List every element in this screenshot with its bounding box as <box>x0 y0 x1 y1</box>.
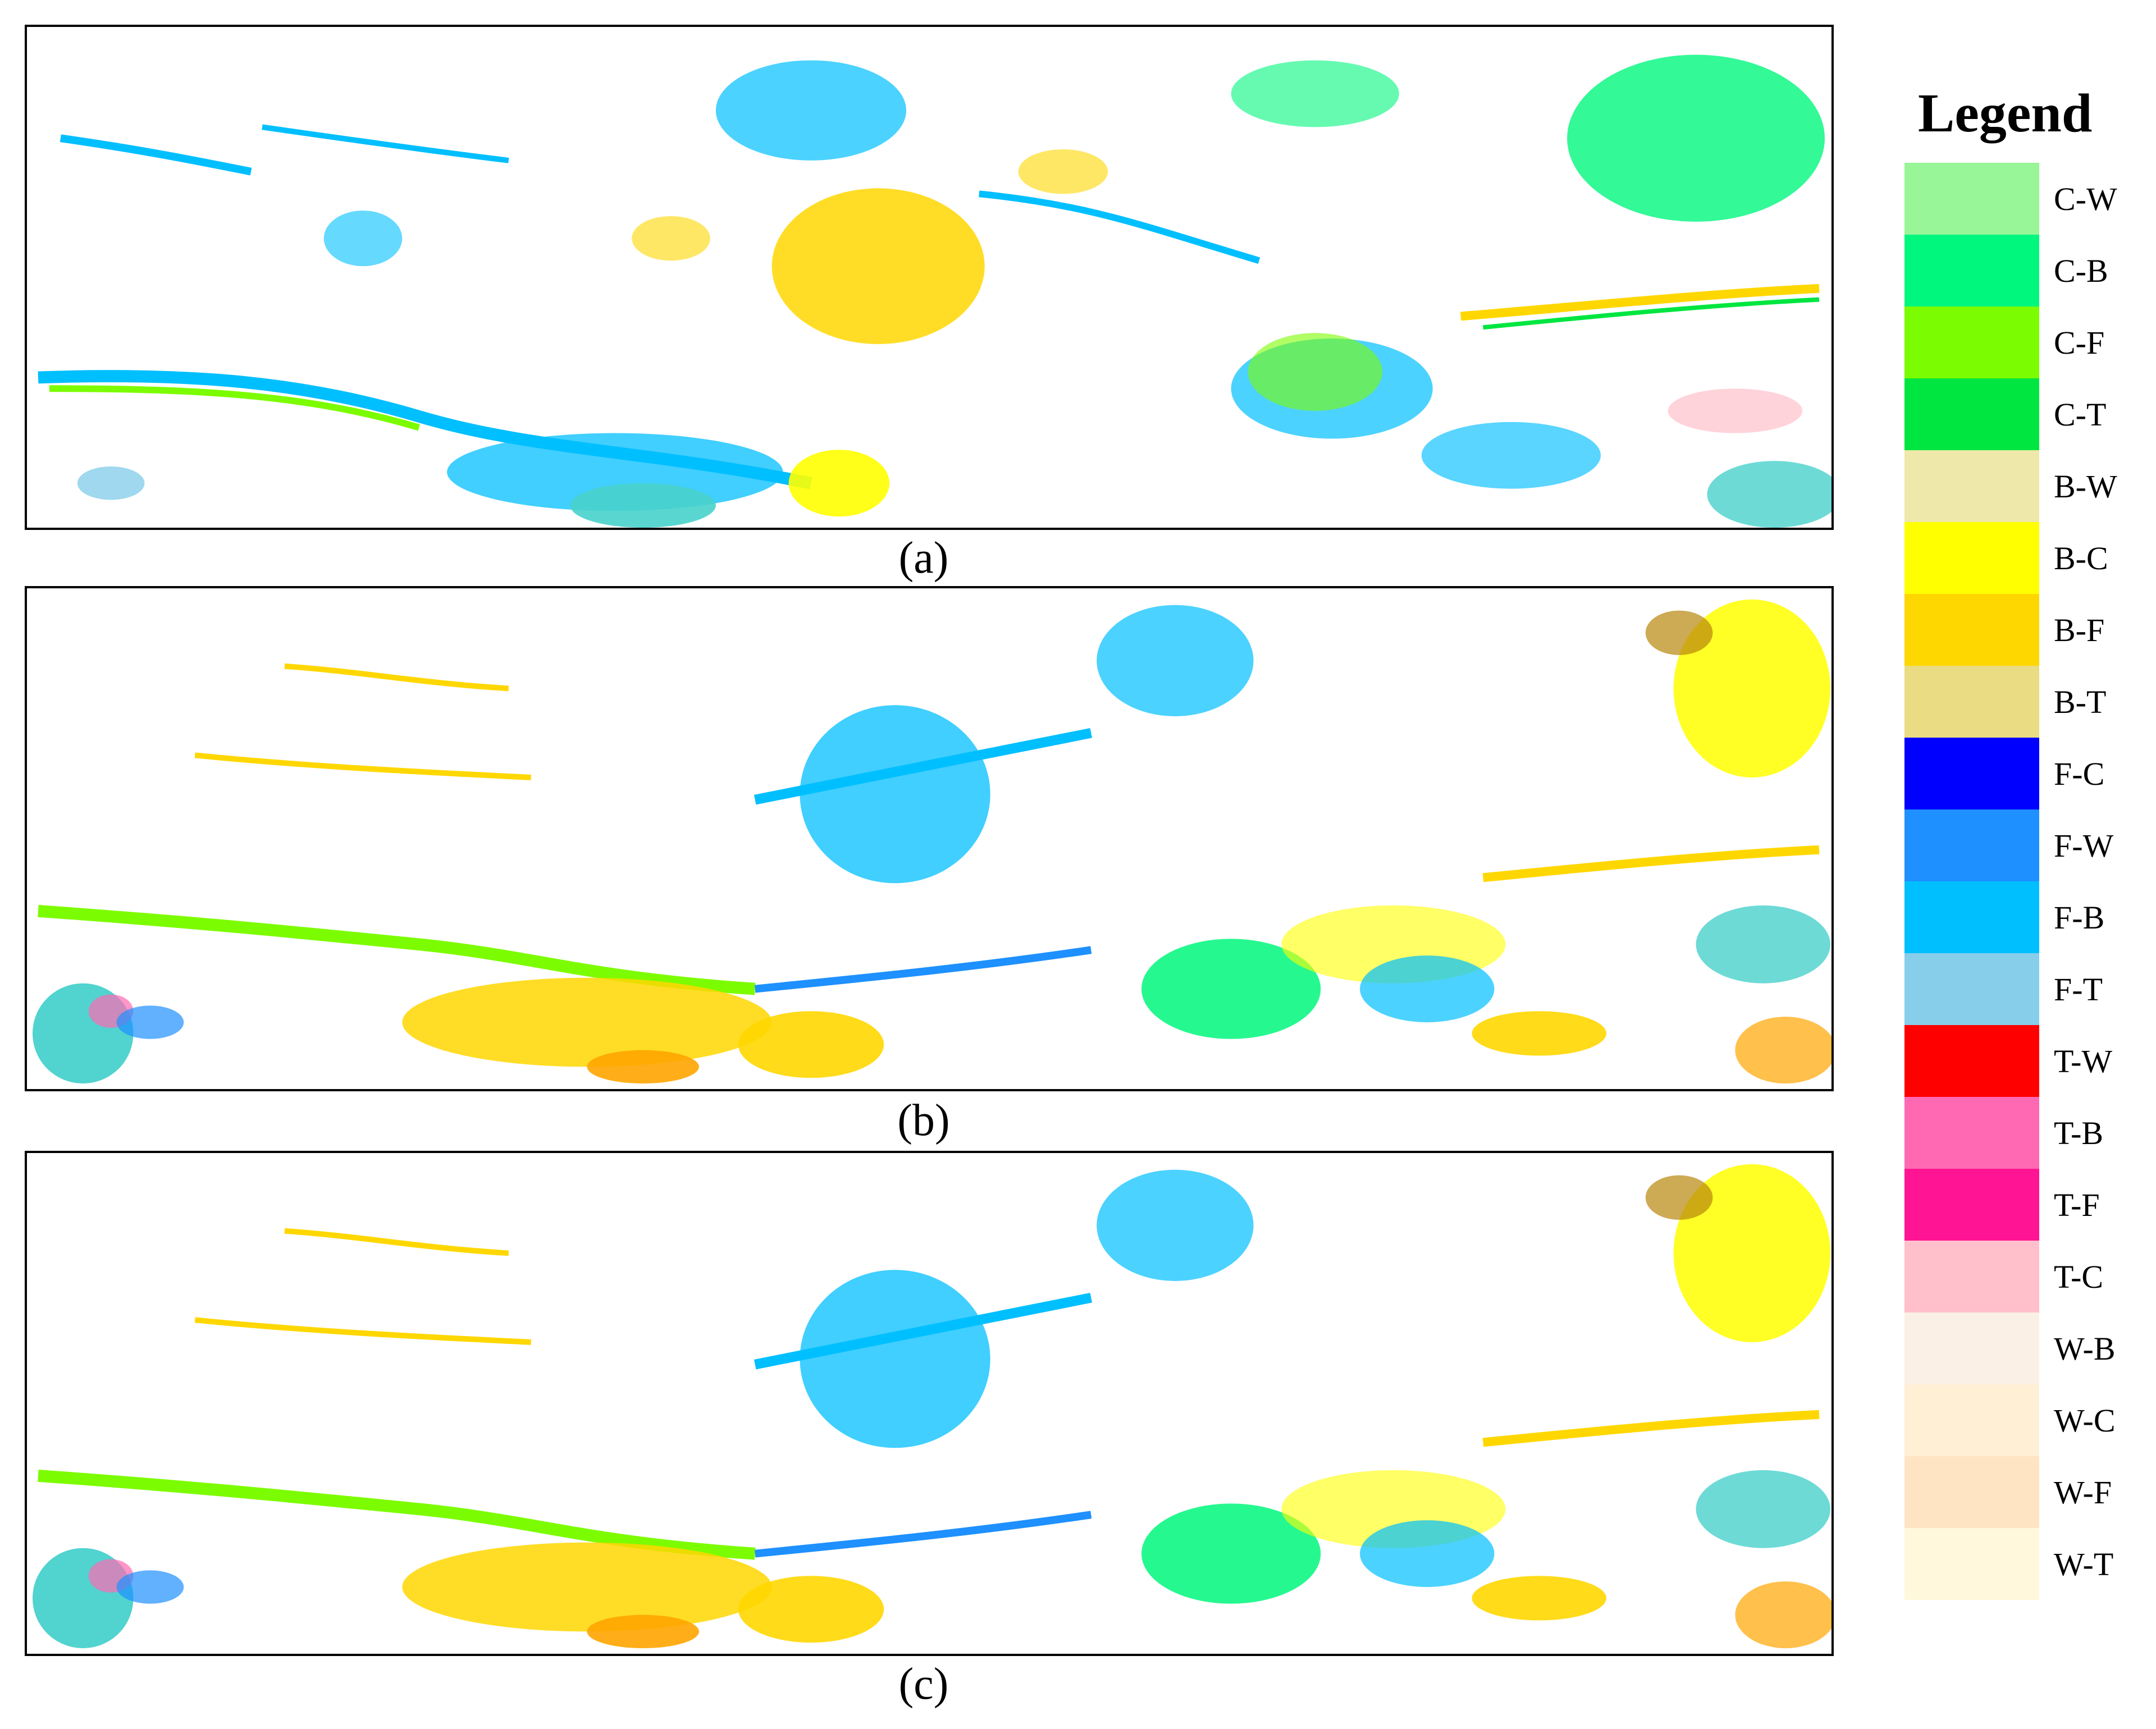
legend-item: W-B <box>1904 1312 2140 1384</box>
panel-b-caption: (b) <box>897 1096 950 1145</box>
legend-label: C-W <box>2054 181 2117 217</box>
legend-label: T-W <box>2054 1043 2113 1080</box>
legend-item: W-T <box>1904 1528 2140 1600</box>
legend-title: Legend <box>1918 83 2093 144</box>
legend-item: F-T <box>1904 953 2140 1025</box>
legend-item: T-W <box>1904 1025 2140 1097</box>
legend-label: C-T <box>2054 396 2107 433</box>
legend-label: C-B <box>2054 253 2108 289</box>
legend-label: T-B <box>2054 1115 2104 1151</box>
legend-label: B-C <box>2054 540 2108 577</box>
legend-swatch <box>1904 307 2039 378</box>
legend-swatch <box>1904 1384 2039 1456</box>
legend-label: F-B <box>2054 899 2105 936</box>
panel-a-caption: (a) <box>898 533 949 583</box>
legend-label: W-T <box>2054 1546 2114 1582</box>
legend-list: C-W C-B C-F C-T B-W B-C B-F B-T F-C F-W F-B F-T T-W T… <box>1904 163 2140 1600</box>
legend-item: F-W <box>1904 809 2140 881</box>
land-use-change-map-b <box>32 599 1831 1084</box>
map-panel-b <box>25 586 1834 1091</box>
legend-swatch <box>1904 738 2039 809</box>
legend-swatch <box>1904 450 2039 522</box>
legend-label: B-F <box>2054 612 2105 648</box>
legend-swatch <box>1904 522 2039 594</box>
legend-swatch <box>1904 809 2039 881</box>
legend-swatch <box>1904 1169 2039 1241</box>
legend-item: W-C <box>1904 1384 2140 1456</box>
legend-item: C-B <box>1904 235 2140 307</box>
legend-swatch <box>1904 1025 2039 1097</box>
legend-label: C-F <box>2054 324 2105 361</box>
legend-item: W-F <box>1904 1456 2140 1528</box>
land-use-change-map-a <box>38 54 1831 528</box>
legend-label: W-F <box>2054 1474 2112 1511</box>
legend-label: F-T <box>2054 971 2103 1008</box>
legend-swatch <box>1904 953 2039 1025</box>
legend-swatch <box>1904 1312 2039 1384</box>
legend-item: C-F <box>1904 307 2140 378</box>
legend-swatch <box>1904 163 2039 235</box>
legend-item: T-C <box>1904 1241 2140 1312</box>
map-panel-c <box>25 1151 1834 1656</box>
legend-swatch <box>1904 881 2039 953</box>
legend-swatch <box>1904 594 2039 666</box>
legend-item: B-C <box>1904 522 2140 594</box>
land-use-change-map-c <box>32 1164 1831 1649</box>
legend-item: T-F <box>1904 1169 2140 1241</box>
legend-swatch <box>1904 1456 2039 1528</box>
legend-label: W-C <box>2054 1402 2116 1439</box>
map-panel-a <box>25 25 1834 530</box>
legend-swatch <box>1904 666 2039 738</box>
legend-label: F-C <box>2054 756 2105 792</box>
legend-item: B-F <box>1904 594 2140 666</box>
legend-label: T-C <box>2054 1259 2104 1295</box>
panel-c-caption: (c) <box>898 1659 949 1709</box>
legend-item: C-T <box>1904 378 2140 450</box>
legend-label: T-F <box>2054 1187 2100 1223</box>
legend-label: F-W <box>2054 827 2114 864</box>
legend-swatch <box>1904 1528 2039 1600</box>
legend-item: F-B <box>1904 881 2140 953</box>
legend-item: F-C <box>1904 738 2140 809</box>
legend-label: B-W <box>2054 468 2117 505</box>
legend-item: C-W <box>1904 163 2140 235</box>
legend-item: T-B <box>1904 1097 2140 1169</box>
legend-swatch <box>1904 1241 2039 1312</box>
legend-item: B-T <box>1904 666 2140 738</box>
legend-swatch <box>1904 378 2039 450</box>
legend-swatch <box>1904 235 2039 307</box>
legend-label: B-T <box>2054 684 2107 720</box>
legend-label: W-B <box>2054 1330 2116 1367</box>
legend-swatch <box>1904 1097 2039 1169</box>
legend-item: B-W <box>1904 450 2140 522</box>
